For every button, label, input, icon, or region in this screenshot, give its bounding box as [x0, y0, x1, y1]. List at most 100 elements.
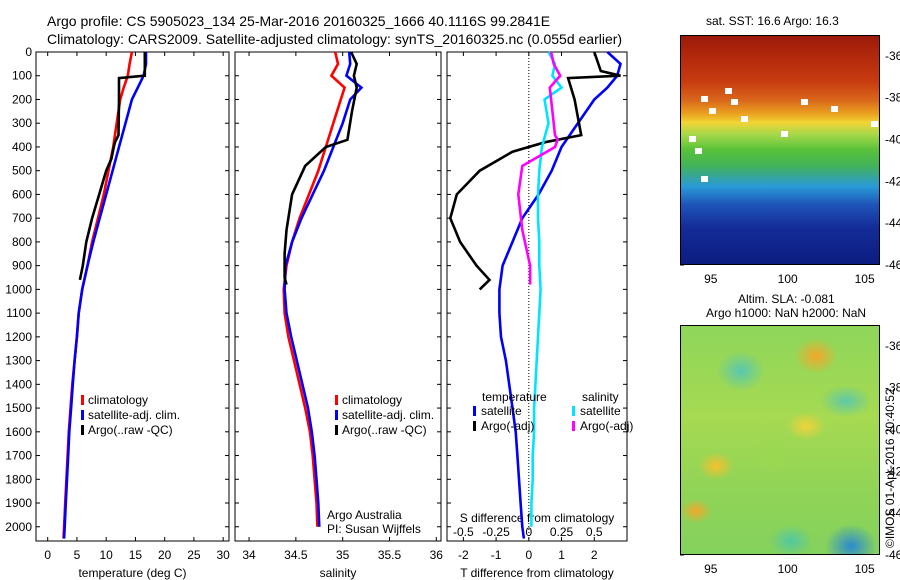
- y-tick-label: 1700: [5, 449, 32, 463]
- legend-heading: salinity: [582, 390, 619, 404]
- x-tick-label: 0: [525, 548, 532, 562]
- difference-x2label: S difference from climatology: [460, 511, 615, 525]
- x-tick-label: 30: [216, 548, 230, 562]
- map-x-tick-label: 95: [704, 272, 718, 286]
- sst-missing-pixel: [741, 116, 748, 122]
- difference-series-line: [530, 51, 564, 527]
- legend-label: satellite-adj. clim.: [342, 408, 434, 422]
- salinity-xlabel: salinity: [320, 566, 357, 580]
- sst-map-title: sat. SST: 16.6 Argo: 16.3: [706, 14, 839, 28]
- annotation-line2: PI: Susan Wijffels: [327, 522, 421, 536]
- x-tick-label: 20: [158, 548, 172, 562]
- legend-label: climatology: [88, 393, 148, 407]
- map-y-tick-label: -36: [885, 49, 900, 63]
- legend-swatch: [81, 410, 84, 420]
- x2-tick-label: 0.25: [550, 525, 574, 539]
- legend-label: climatology: [342, 393, 402, 407]
- y-tick-label: 1200: [5, 330, 32, 344]
- difference-xlabel: T difference from climatology: [460, 566, 614, 580]
- legend-swatch: [572, 421, 575, 431]
- x-tick-label: -1: [491, 548, 502, 562]
- map-y-tick-label: -40: [885, 423, 900, 437]
- sst-missing-pixel: [709, 108, 716, 114]
- legend-label: satellite-adj. clim.: [88, 408, 180, 422]
- sst-missing-pixel: [725, 88, 732, 94]
- x-tick-label: 34: [242, 548, 256, 562]
- legend-label: satellite: [580, 404, 621, 418]
- x-tick-label: 15: [129, 548, 143, 562]
- legend-swatch: [81, 395, 84, 405]
- x-tick-label: 0: [44, 548, 51, 562]
- map-y-tick-label: -46: [885, 548, 900, 562]
- sst-missing-pixel: [871, 121, 878, 127]
- legend-label: Argo(..raw -QC): [88, 423, 173, 437]
- map-y-tick-label: -40: [885, 133, 900, 147]
- x2-tick-label: 0.5: [586, 525, 603, 539]
- x-tick-label: 35: [336, 548, 350, 562]
- credit-label: ©IMOS 01-Apr-2016 20:40:52: [883, 388, 897, 548]
- y-tick-label: 300: [12, 116, 32, 130]
- y-tick-label: 600: [12, 187, 32, 201]
- legend-label: satellite: [481, 404, 522, 418]
- map-y-tick-label: -46: [885, 258, 900, 272]
- temperature-frame: [35, 51, 230, 542]
- sla-map-title: Altim. SLA: -0.081: [738, 292, 835, 306]
- temperature-series-line: [78, 52, 147, 281]
- map-y-tick-label: -42: [885, 464, 900, 478]
- sst-missing-pixel: [781, 131, 788, 137]
- x2-tick-label: -0.25: [482, 525, 510, 539]
- annotation-line1: Argo Australia: [327, 508, 402, 522]
- y-tick-label: 1800: [5, 472, 32, 486]
- temperature-xlabel: temperature (deg C): [78, 566, 186, 580]
- x-tick-label: -2: [458, 548, 469, 562]
- sst-missing-pixel: [801, 99, 808, 105]
- x-tick-label: 2: [591, 548, 598, 562]
- map-x-tick-label: 105: [855, 272, 875, 286]
- difference-series-line: [448, 51, 621, 291]
- climatology-title: Climatology: CARS2009. Satellite-adjuste…: [47, 31, 623, 47]
- y-tick-label: 2000: [5, 520, 32, 534]
- y-tick-label: 700: [12, 211, 32, 225]
- legend-swatch: [335, 410, 338, 420]
- temperature-series-line: [62, 52, 148, 539]
- sst-missing-pixel: [831, 106, 838, 112]
- sla-heatmap: [680, 325, 880, 555]
- y-tick-label: 1300: [5, 354, 32, 368]
- legend-swatch: [473, 421, 476, 431]
- x-tick-label: 5: [74, 548, 81, 562]
- sst-heatmap: [680, 35, 880, 265]
- x-tick-label: 1: [558, 548, 565, 562]
- y-tick-label: 1500: [5, 401, 32, 415]
- map-y-tick-label: -44: [885, 506, 900, 520]
- salinity-frame: [234, 51, 442, 542]
- legend-swatch: [473, 406, 476, 416]
- y-tick-label: 800: [12, 235, 32, 249]
- sst-missing-pixel: [701, 96, 708, 102]
- legend-label: Argo(..raw -QC): [342, 423, 427, 437]
- y-tick-label: 400: [12, 140, 32, 154]
- map-x-tick-label: 100: [778, 272, 798, 286]
- salinity-series-line: [283, 51, 359, 285]
- sst-missing-pixel: [689, 136, 696, 142]
- map-y-tick-label: -36: [885, 339, 900, 353]
- legend-swatch: [572, 406, 575, 416]
- difference-series-line: [498, 51, 622, 539]
- difference-frame: [446, 51, 628, 542]
- legend-swatch: [335, 425, 338, 435]
- sst-missing-pixel: [695, 148, 702, 154]
- profile-title: Argo profile: CS 5905023_134 25-Mar-2016…: [47, 13, 551, 29]
- x-tick-label: 34.5: [284, 548, 308, 562]
- sst-missing-pixel: [701, 176, 708, 182]
- y-tick-label: 900: [12, 259, 32, 273]
- temperature-series-line: [62, 51, 134, 539]
- map-x-tick-label: 105: [855, 562, 875, 576]
- legend-swatch: [81, 425, 84, 435]
- y-tick-label: 1900: [5, 496, 32, 510]
- x-tick-label: 36: [430, 548, 444, 562]
- y-tick-label: 500: [12, 164, 32, 178]
- map-y-tick-label: -42: [885, 174, 900, 188]
- x-tick-label: 25: [187, 548, 201, 562]
- y-tick-label: 1600: [5, 425, 32, 439]
- legend-label: Argo(-adj): [580, 419, 633, 433]
